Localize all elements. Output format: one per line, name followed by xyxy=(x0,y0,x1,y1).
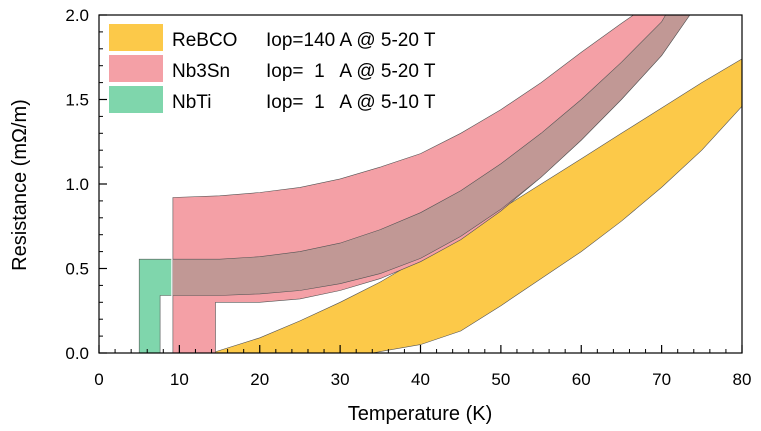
x-axis-label: Temperature (K) xyxy=(348,403,493,425)
y-axis-label: Resistance (mΩ/m) xyxy=(9,99,31,271)
area-rebco xyxy=(211,58,742,354)
legend-label-rebco: ReBCO xyxy=(172,30,237,51)
x-tick-label: 40 xyxy=(411,370,430,389)
edge-lower-nbti xyxy=(159,295,172,353)
y-tick-label: 0.0 xyxy=(65,344,89,363)
chart-areas xyxy=(138,14,743,354)
legend-swatch-rebco xyxy=(109,24,163,51)
x-tick-label: 0 xyxy=(94,370,103,389)
edge-lower-overlap-band xyxy=(172,14,691,296)
x-tick-label: 30 xyxy=(331,370,350,389)
x-tick-label: 50 xyxy=(491,370,510,389)
area-overlap-band xyxy=(172,15,690,296)
chart-ticks: 0 10 20 30 40 50 60 70 80 0.0 0.5 1.0 1.5 2.0 xyxy=(65,6,751,389)
legend-spec-nbti: Iop= 1 A @ 5-10 T xyxy=(266,92,436,113)
area-nbti xyxy=(139,259,172,353)
legend-spec-rebco: Iop=140 A @ 5-20 T xyxy=(266,30,436,51)
edge-upper-nbti xyxy=(138,258,172,353)
legend-label-nbti: NbTi xyxy=(172,92,211,113)
x-tick-label: 80 xyxy=(733,370,752,389)
y-tick-label: 1.5 xyxy=(65,91,89,110)
legend-label-nb3sn: Nb3Sn xyxy=(172,61,230,82)
x-tick-label: 20 xyxy=(250,370,269,389)
edge-upper-nb3sn xyxy=(172,14,634,353)
x-tick-label: 70 xyxy=(652,370,671,389)
edge-upper-overlap-band xyxy=(172,14,666,260)
legend: ReBCO Iop=140 A @ 5-20 T Nb3Sn Iop= 1 A … xyxy=(109,24,436,113)
x-tick-label: 60 xyxy=(572,370,591,389)
y-tick-label: 1.0 xyxy=(65,175,89,194)
y-tick-label: 2.0 xyxy=(65,6,89,25)
legend-swatch-nb3sn xyxy=(109,55,163,82)
edge-lower-rebco xyxy=(372,106,743,354)
x-tick-label: 10 xyxy=(170,370,189,389)
y-tick-label: 0.5 xyxy=(65,260,89,279)
legend-spec-nb3sn: Iop= 1 A @ 5-20 T xyxy=(266,61,436,82)
legend-swatch-nbti xyxy=(109,86,163,113)
